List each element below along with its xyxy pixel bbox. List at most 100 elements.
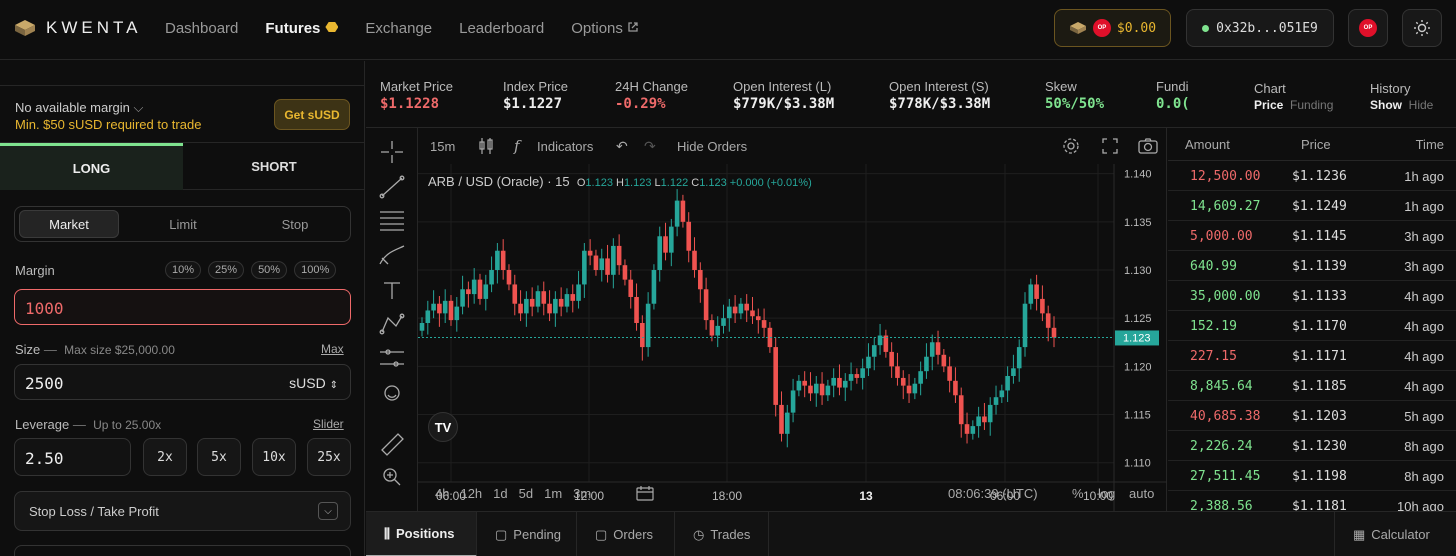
wallet-button[interactable]: 0x32b...051E9 bbox=[1186, 9, 1334, 47]
candle-body bbox=[524, 298, 529, 314]
history-show-option[interactable]: Show bbox=[1370, 98, 1402, 112]
candle-body bbox=[680, 200, 686, 222]
trade-row: 12,500.00 $1.1236 1h ago bbox=[1168, 161, 1456, 191]
trade-price: $1.1170 bbox=[1292, 319, 1347, 334]
candle-body bbox=[582, 250, 587, 285]
candle-body bbox=[813, 383, 819, 394]
tradingview-logo-icon[interactable]: TV bbox=[428, 412, 458, 442]
max-size: Max size $25,000.00 bbox=[64, 343, 175, 357]
tab-positions[interactable]: ⫼ Positions bbox=[366, 512, 477, 556]
candle-body bbox=[442, 300, 448, 314]
range-4h[interactable]: 4h bbox=[435, 486, 450, 501]
indicators-button[interactable]: Indicators bbox=[537, 138, 594, 154]
order-type-limit[interactable]: Limit bbox=[169, 217, 197, 232]
y-tick-label: 1.140 bbox=[1124, 169, 1152, 181]
chart-funding-option[interactable]: Funding bbox=[1290, 98, 1334, 112]
auto-scale-toggle[interactable]: auto bbox=[1129, 486, 1155, 501]
interval-select[interactable]: 15m bbox=[430, 138, 456, 154]
x-tick-label: 06:00 bbox=[990, 489, 1020, 503]
tab-short[interactable]: SHORT bbox=[183, 143, 365, 190]
utc-clock[interactable]: 08:06:39 (UTC) bbox=[948, 486, 1038, 501]
candles-icon[interactable] bbox=[478, 137, 494, 155]
nav-leaderboard[interactable]: Leaderboard bbox=[459, 20, 545, 37]
order-type-market[interactable]: Market bbox=[19, 210, 119, 238]
history-hide-option[interactable]: Hide bbox=[1408, 98, 1434, 112]
candle-body bbox=[622, 265, 628, 280]
leverage-input[interactable]: 2.50 bbox=[14, 438, 131, 476]
external-link-icon bbox=[628, 22, 638, 32]
fullscreen-icon[interactable] bbox=[1101, 137, 1119, 155]
range-12h[interactable]: 12h bbox=[460, 486, 483, 501]
pct-10-button[interactable]: 10% bbox=[165, 261, 202, 279]
camera-icon[interactable] bbox=[1138, 137, 1158, 155]
get-susd-button[interactable]: Get sUSD bbox=[274, 99, 350, 130]
trade-time: 3h ago bbox=[1404, 259, 1444, 274]
nav-exchange[interactable]: Exchange bbox=[365, 20, 433, 37]
nav-futures[interactable]: Futures bbox=[265, 20, 339, 37]
ohlc-open: 1.123 bbox=[585, 177, 613, 189]
calculator-button[interactable]: ▦ Calculator bbox=[1334, 512, 1456, 556]
theme-toggle-button[interactable] bbox=[1402, 9, 1442, 47]
network-button[interactable]: OP bbox=[1348, 9, 1388, 47]
trade-row: 27,511.45 $1.1198 8h ago bbox=[1168, 461, 1456, 491]
margin-input[interactable]: 1000 bbox=[14, 289, 351, 325]
percent-scale-toggle[interactable]: % bbox=[1072, 486, 1084, 501]
leverage-10x-button[interactable]: 10x bbox=[252, 438, 296, 476]
chart-toolbar: 15m f Indicators ↶ ↷ Hide Orders bbox=[418, 128, 1167, 164]
trade-history-header: Amount Price Time bbox=[1168, 128, 1456, 161]
gear-icon[interactable] bbox=[1062, 137, 1080, 155]
candle-body bbox=[709, 320, 715, 336]
wallet-address: 0x32b...051E9 bbox=[1216, 20, 1318, 36]
balance-button[interactable]: OP $0.00 bbox=[1054, 9, 1171, 47]
candle-body bbox=[564, 294, 570, 307]
redo-icon[interactable]: ↷ bbox=[644, 137, 656, 154]
candle-body bbox=[958, 395, 964, 425]
leverage-5x-button[interactable]: 5x bbox=[197, 438, 241, 476]
undo-icon[interactable]: ↶ bbox=[616, 137, 628, 154]
nav-dashboard[interactable]: Dashboard bbox=[165, 20, 239, 37]
candle-body bbox=[1005, 376, 1010, 391]
margin-status[interactable]: No available margin ⌵ bbox=[15, 100, 143, 116]
hide-orders-button[interactable]: Hide Orders bbox=[677, 138, 748, 154]
candle-body bbox=[535, 291, 541, 307]
tab-orders[interactable]: ▢ Orders bbox=[577, 512, 675, 556]
tab-pending[interactable]: ▢ Pending bbox=[477, 512, 577, 556]
trade-price: $1.1249 bbox=[1292, 199, 1347, 214]
chart-price-option[interactable]: Price bbox=[1254, 98, 1284, 112]
price-chart[interactable]: 1.140 1.135 1.130 1.125 1.120 1.115 1.110 06:0… bbox=[418, 164, 1167, 511]
logo[interactable]: KWENTA bbox=[14, 18, 141, 38]
candle-body bbox=[657, 236, 663, 270]
nav-options[interactable]: Options bbox=[571, 20, 639, 37]
pct-25-button[interactable]: 25% bbox=[208, 261, 245, 279]
range-1d[interactable]: 1d bbox=[493, 486, 508, 501]
tab-trades[interactable]: ◷ Trades bbox=[675, 512, 769, 556]
candle-body bbox=[495, 250, 500, 270]
size-unit-select[interactable]: sUSD ⇕ bbox=[289, 375, 338, 391]
size-input[interactable]: 2500 sUSD ⇕ bbox=[14, 364, 351, 400]
chart-symbol: ARB / USD (Oracle) bbox=[428, 174, 544, 189]
log-scale-toggle[interactable]: log bbox=[1098, 486, 1116, 501]
trade-row: 40,685.38 $1.1203 5h ago bbox=[1168, 401, 1456, 431]
candle-body bbox=[698, 270, 703, 290]
balance-value: $0.00 bbox=[1116, 20, 1157, 36]
leverage-25x-button[interactable]: 25x bbox=[307, 438, 351, 476]
slider-link[interactable]: Slider bbox=[313, 417, 344, 431]
candle-body bbox=[477, 279, 483, 299]
tab-long[interactable]: LONG bbox=[0, 143, 183, 190]
chart-legend: ARB / USD (Oracle) · 15 O1.123 H1.123 L1… bbox=[428, 174, 812, 189]
pct-50-button[interactable]: 50% bbox=[251, 261, 288, 279]
max-link[interactable]: Max bbox=[321, 342, 344, 356]
calendar-range-icon[interactable] bbox=[636, 485, 654, 501]
range-5d[interactable]: 5d bbox=[518, 486, 534, 501]
candle-body bbox=[640, 323, 645, 348]
range-1m[interactable]: 1m bbox=[544, 486, 563, 501]
orders-icon: ▢ bbox=[595, 526, 608, 542]
candle-body bbox=[976, 416, 981, 427]
sltp-toggle[interactable]: Stop Loss / Take Profit ⌵ bbox=[14, 491, 351, 531]
trade-price: $1.1185 bbox=[1292, 379, 1347, 394]
margin-label: Margin bbox=[15, 263, 55, 278]
leverage-2x-button[interactable]: 2x bbox=[143, 438, 187, 476]
range-3m[interactable]: 3m bbox=[573, 486, 592, 501]
order-type-stop[interactable]: Stop bbox=[281, 217, 309, 232]
pct-100-button[interactable]: 100% bbox=[294, 261, 337, 279]
